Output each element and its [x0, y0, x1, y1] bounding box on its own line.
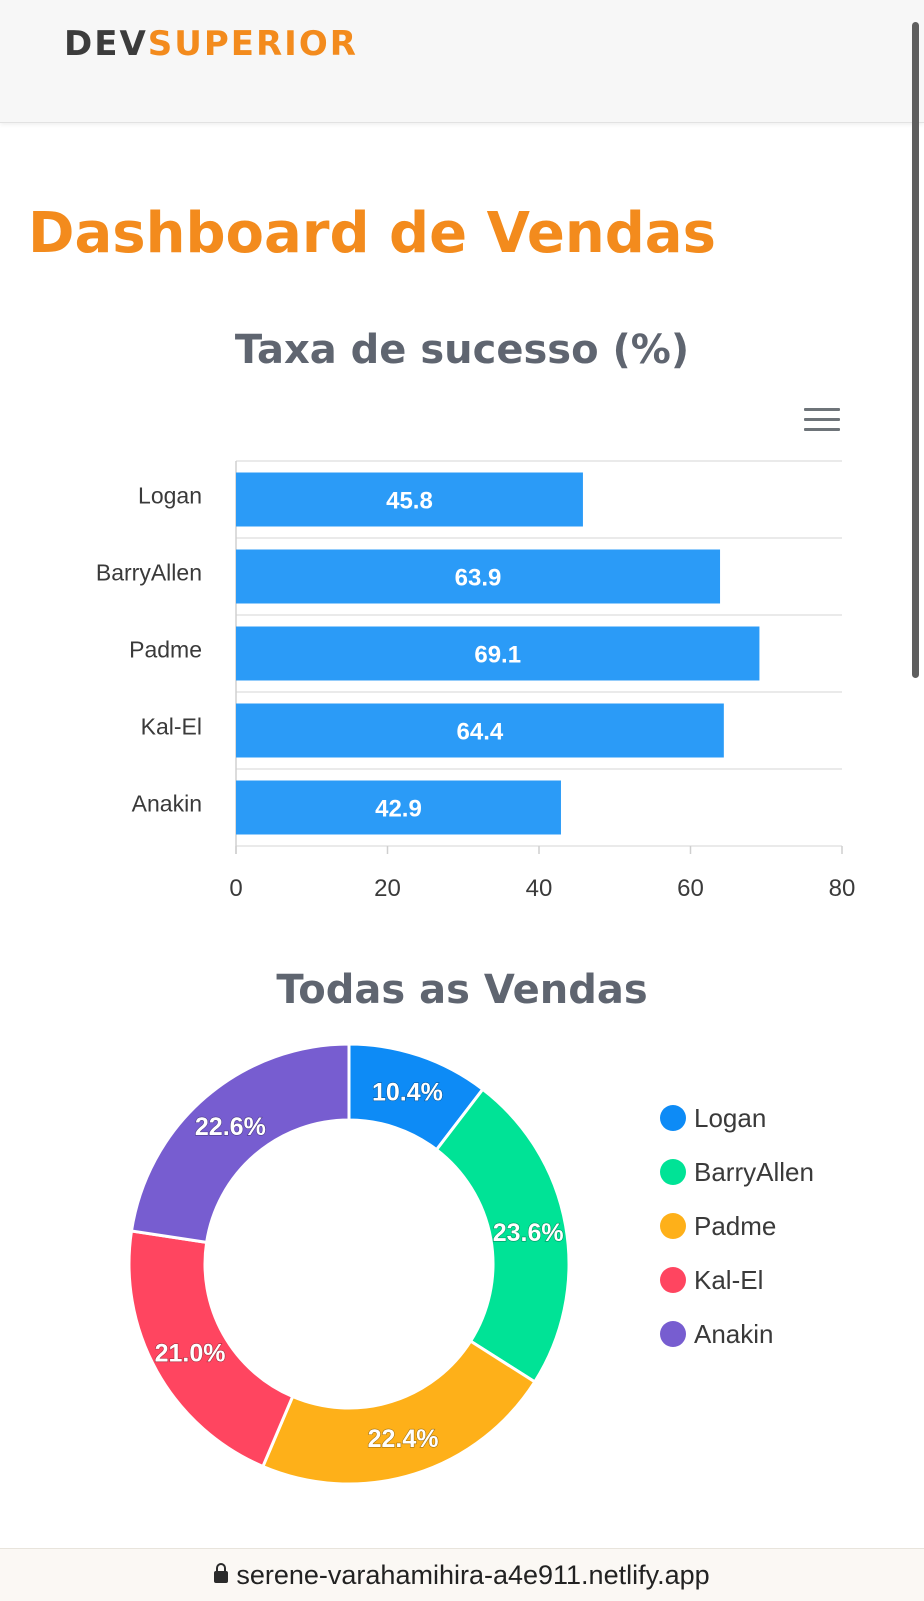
legend-item-logan[interactable]: Logan: [660, 1100, 766, 1136]
legend-marker: [660, 1267, 686, 1293]
donut-slice-anakin[interactable]: [129, 1042, 351, 1245]
bar-chart-title: Taxa de sucesso (%): [234, 327, 690, 373]
bar-value-label: 42.9: [375, 796, 422, 823]
logo-dev-text: DEV: [64, 24, 148, 64]
logo-superior-text: SUPERIOR: [147, 24, 358, 64]
bar-category-label: Anakin: [132, 791, 202, 817]
legend-item-kalel[interactable]: Kal-El: [660, 1262, 763, 1298]
donut-slice-padme[interactable]: [260, 1339, 537, 1486]
legend-label: BarryAllen: [694, 1156, 814, 1187]
bar-category-label: Padme: [129, 637, 202, 663]
legend-marker: [660, 1159, 686, 1185]
legend-label: Anakin: [694, 1318, 774, 1349]
legend-marker: [660, 1321, 686, 1347]
legend-marker: [660, 1213, 686, 1239]
url-text: serene-varahamihira-a4e911.netlify.app: [236, 1559, 710, 1590]
legend-item-anakin[interactable]: Anakin: [660, 1316, 774, 1352]
bar-value-label: 69.1: [474, 642, 521, 669]
donut-slice-kalel[interactable]: [127, 1229, 295, 1469]
bar-x-tick-label: 20: [374, 875, 401, 902]
donut-slice-label: 22.6%: [195, 1113, 266, 1141]
page-title: Dashboard de Vendas: [28, 201, 716, 266]
browser-url-bar[interactable]: serene-varahamihira-a4e911.netlify.app: [0, 1548, 924, 1601]
donut-slice-barryallen[interactable]: [434, 1087, 571, 1384]
legend-marker: [660, 1105, 686, 1131]
bar-x-tick-label: 40: [526, 875, 553, 902]
bar-value-label: 63.9: [455, 565, 502, 592]
bar-x-tick-label: 60: [677, 875, 704, 902]
lock-icon: [214, 1563, 229, 1585]
bar-category-label: Kal-El: [141, 714, 202, 740]
hamburger-menu-icon[interactable]: [804, 408, 840, 436]
bar-value-label: 64.4: [457, 719, 504, 746]
legend-item-padme[interactable]: Padme: [660, 1208, 776, 1244]
donut-slice-label: 22.4%: [368, 1425, 439, 1453]
donut-slice-label: 10.4%: [372, 1079, 443, 1107]
bar-value-label: 45.8: [386, 488, 433, 515]
page-scrollbar[interactable]: [912, 22, 919, 678]
devsuperior-logo[interactable]: DEVSUPERIOR: [64, 22, 358, 66]
legend-label: Padme: [694, 1210, 777, 1241]
bar-category-label: BarryAllen: [96, 560, 202, 586]
bar-x-tick-label: 80: [829, 875, 856, 902]
legend-label: Kal-El: [694, 1264, 764, 1295]
bar-padme[interactable]: [236, 626, 760, 681]
bar-anakin[interactable]: [236, 780, 561, 835]
legend-label: Logan: [694, 1102, 767, 1133]
donut-slice-label: 23.6%: [493, 1219, 564, 1247]
bar-logan[interactable]: [236, 472, 583, 527]
pie-chart-title: Todas as Vendas: [276, 967, 648, 1013]
bar-kalel[interactable]: [236, 703, 724, 758]
legend-item-barryallen[interactable]: BarryAllen: [660, 1154, 814, 1190]
bar-barryallen[interactable]: [236, 549, 721, 604]
bar-x-tick-label: 0: [229, 875, 242, 902]
bar-category-label: Logan: [138, 483, 202, 509]
donut-slice-label: 21.0%: [155, 1340, 226, 1368]
navbar: DEVSUPERIOR: [0, 0, 924, 123]
